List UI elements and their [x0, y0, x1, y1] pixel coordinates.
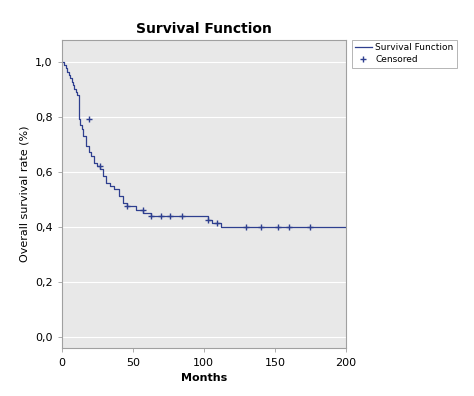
Title: Survival Function: Survival Function	[136, 22, 272, 36]
Legend: Survival Function, Censored: Survival Function, Censored	[352, 40, 457, 68]
Y-axis label: Overall survival rate (%): Overall survival rate (%)	[19, 126, 29, 262]
X-axis label: Months: Months	[181, 373, 227, 383]
